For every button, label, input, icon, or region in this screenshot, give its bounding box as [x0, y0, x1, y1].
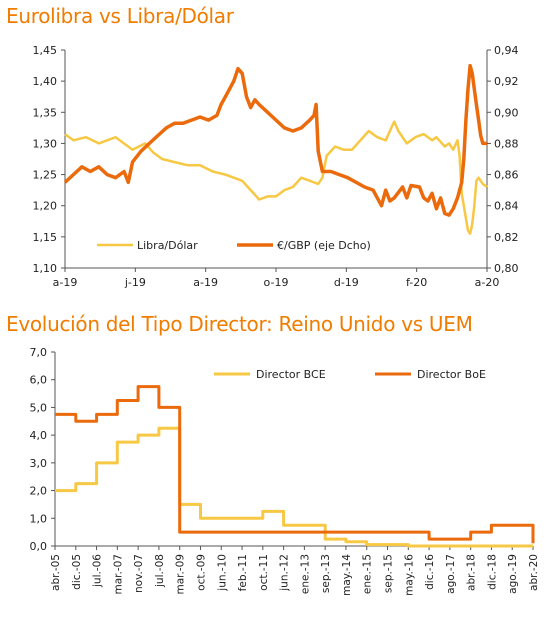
y-left-tick-label: 1,35 [33, 106, 58, 119]
y-tick-label: 6,0 [30, 374, 48, 387]
x-tick-label: mar.-09 [175, 554, 187, 595]
chart-title-eurolibra: Eurolibra vs Libra/Dólar [6, 4, 234, 28]
y-tick-label: 4,0 [30, 429, 48, 442]
x-tick-label: feb.-11 [237, 554, 249, 591]
eurolibra-chart: 1,10 1,15 1,20 1,25 1,30 1,35 1,40 1,45 0,80 0,82… [33, 44, 519, 289]
x-tick-label: abr.-05 [50, 554, 62, 591]
x-tick-label: sep.-13 [320, 554, 332, 593]
x-tick-label: a-20 [475, 276, 500, 289]
tipo-director-chart: 0,0 1,0 2,0 3,0 4,0 5,0 6,0 7,0 abr.-05 dic.-05 ju… [30, 346, 541, 596]
x-tick-label: o-19 [264, 276, 289, 289]
x-tick-label: jul.-06 [92, 554, 104, 588]
y-right-tick-label: 0,82 [494, 231, 519, 244]
x-tick-label: mar.-07 [112, 554, 124, 595]
x-tick-label: may.-16 [403, 554, 415, 596]
y-left-tick-label: 1,45 [33, 44, 58, 57]
x-tick-label: abr.-20 [528, 554, 540, 591]
y-right-tick-label: 0,80 [494, 262, 519, 275]
y-right-tick-label: 0,90 [494, 106, 519, 119]
legend-bg [234, 237, 396, 253]
x-tick-label: jul.-08 [154, 554, 166, 588]
x-tick-label: oct.-11 [258, 554, 270, 591]
y-left-tick-label: 1,40 [33, 75, 58, 88]
legend-label: €/GBP (eje Dcho) [277, 239, 371, 252]
x-tick-label: nov.-07 [133, 554, 145, 593]
x-tick-label: a-19 [193, 276, 218, 289]
y-left-tick-label: 1,25 [33, 169, 58, 182]
y-tick-label: 1,0 [30, 512, 48, 525]
y-left-tick-label: 1,10 [33, 262, 58, 275]
x-tick-label: dic.-16 [424, 554, 436, 590]
chart-title-tipo-director: Evolución del Tipo Director: Reino Unido… [6, 312, 473, 336]
x-tick-label: f-20 [406, 276, 427, 289]
y-tick-label: 7,0 [30, 346, 48, 359]
x-tick-label: d-19 [334, 276, 359, 289]
x-tick-label: sep.-15 [383, 554, 395, 593]
y-left-tick-label: 1,30 [33, 137, 58, 150]
legend-bg [94, 237, 234, 253]
x-tick-label: ago.-19 [507, 554, 519, 594]
y-tick-label: 0,0 [30, 540, 48, 553]
series-line-bce [55, 426, 533, 548]
series-line-boe [55, 385, 535, 544]
x-tick-label: j-19 [124, 276, 146, 289]
y-right-tick-label: 0,92 [494, 75, 519, 88]
y-right-tick-label: 0,94 [494, 44, 519, 57]
x-tick-label: dic.-05 [71, 554, 83, 590]
series-line-eur-gbp [63, 63, 487, 217]
x-tick-label: ene.-13 [299, 554, 311, 594]
x-tick-label: a-19 [53, 276, 78, 289]
y-left-tick-label: 1,20 [33, 200, 58, 213]
x-tick-label: abr.-18 [466, 554, 478, 591]
y-right-tick-label: 0,86 [494, 169, 519, 182]
y-tick-label: 2,0 [30, 485, 48, 498]
y-tick-label: 5,0 [30, 401, 48, 414]
legend-label: Libra/Dólar [137, 239, 198, 252]
y-right-tick-label: 0,88 [494, 137, 519, 150]
x-tick-label: may.-14 [341, 554, 353, 596]
x-tick-label: jun.-12 [279, 554, 291, 592]
x-tick-label: ene.-15 [362, 554, 374, 594]
y-right-tick-label: 0,84 [494, 200, 519, 213]
x-tick-label: ago.-17 [445, 554, 457, 594]
x-tick-label: dic.-18 [486, 554, 498, 590]
y-tick-label: 3,0 [30, 457, 48, 470]
y-left-tick-label: 1,15 [33, 231, 58, 244]
x-tick-label: oct.-09 [195, 554, 207, 591]
legend-label: Director BCE [256, 368, 326, 381]
legend-label: Director BoE [417, 368, 486, 381]
x-tick-label: jun.-10 [216, 554, 228, 592]
